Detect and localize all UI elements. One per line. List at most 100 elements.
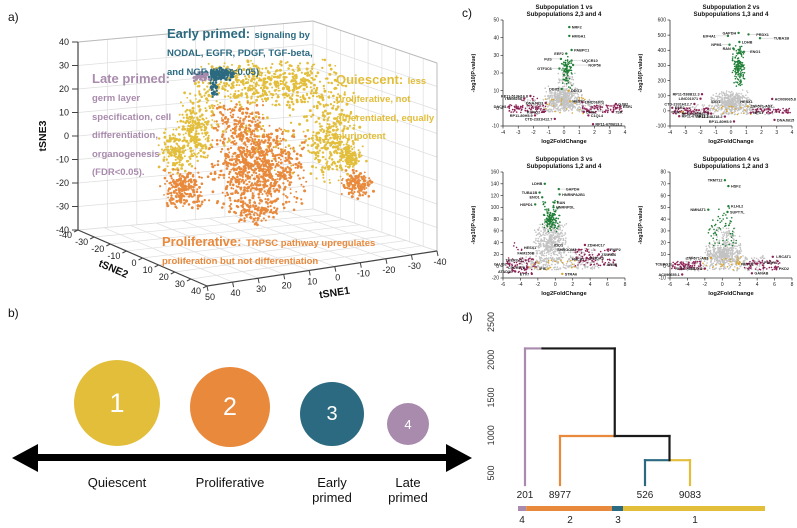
svg-text:-log10(P-value): -log10(P-value) (638, 53, 644, 92)
svg-text:0: 0 (663, 109, 666, 115)
svg-text:-2: -2 (698, 130, 703, 136)
svg-text:0: 0 (64, 131, 69, 141)
svg-text:PABPC1: PABPC1 (574, 48, 589, 52)
subpopulation-label-2: Proliferative (195, 475, 265, 490)
svg-text:10: 10 (59, 108, 69, 118)
svg-text:-30: -30 (408, 261, 421, 271)
svg-text:-log10(P-value): -log10(P-value) (471, 53, 477, 92)
svg-text:-40: -40 (433, 257, 446, 267)
svg-text:Subpopulations 1,3 and 4: Subpopulations 1,3 and 4 (694, 11, 770, 18)
subpopulation-label-1: Quiescent (87, 475, 147, 490)
svg-text:3: 3 (608, 130, 611, 136)
svg-text:10: 10 (493, 88, 499, 94)
svg-text:1: 1 (578, 130, 581, 136)
svg-text:-100: -100 (656, 124, 666, 130)
svg-text:CTD-2331H12.7: CTD-2331H12.7 (525, 117, 553, 121)
svg-text:GTF3C6: GTF3C6 (537, 67, 552, 71)
svg-text:KCNQ2: KCNQ2 (527, 110, 540, 114)
circle-number: 3 (326, 402, 338, 425)
timeline-arrow (36, 454, 448, 461)
svg-text:DKK1: DKK1 (586, 110, 596, 114)
svg-text:40: 40 (493, 35, 499, 41)
svg-text:200: 200 (658, 78, 667, 84)
svg-text:-4: -4 (501, 130, 506, 136)
svg-text:-30: -30 (56, 202, 69, 212)
svg-text:10: 10 (307, 276, 317, 286)
svg-text:EEF2: EEF2 (554, 52, 564, 56)
svg-text:100: 100 (658, 93, 667, 99)
svg-text:0: 0 (131, 258, 136, 268)
svg-text:DACH1: DACH1 (494, 105, 507, 109)
svg-text:0: 0 (563, 130, 566, 136)
svg-text:-40: -40 (59, 230, 72, 240)
svg-text:600: 600 (658, 18, 667, 24)
svg-text:-10: -10 (357, 269, 370, 279)
svg-text:-3: -3 (516, 130, 521, 136)
circle-number: 4 (404, 416, 412, 432)
svg-text:-20: -20 (91, 244, 104, 254)
svg-text:DDIT3: DDIT3 (571, 89, 582, 93)
svg-text:-40: -40 (56, 225, 69, 235)
svg-text:1: 1 (745, 130, 748, 136)
svg-text:500: 500 (658, 33, 667, 39)
svg-text:40: 40 (59, 37, 69, 47)
svg-text:2: 2 (760, 130, 763, 136)
subpopulation-circle-4: 4 (387, 403, 429, 445)
svg-text:ESR2: ESR2 (623, 105, 632, 109)
svg-text:40: 40 (191, 286, 201, 296)
svg-text:Subpopulation 2 vs: Subpopulation 2 vs (702, 4, 760, 11)
svg-text:log2FoldChange: log2FoldChange (541, 139, 587, 145)
svg-text:50: 50 (493, 18, 499, 24)
panel-c-label: c) (462, 6, 472, 20)
svg-text:log2FoldChange: log2FoldChange (708, 139, 754, 145)
svg-text:tSNE2: tSNE2 (97, 258, 130, 281)
tsne-3d-plot: 403020100-10-20-30-40-40-30-20-100102030… (37, 20, 447, 302)
svg-text:-2: -2 (531, 130, 536, 136)
svg-text:40: 40 (231, 288, 241, 298)
svg-text:tSNE3: tSNE3 (37, 120, 49, 151)
svg-text:20: 20 (159, 272, 169, 282)
svg-text:NOP56: NOP56 (588, 64, 600, 68)
svg-text:C1QL4: C1QL4 (591, 114, 604, 118)
svg-text:400: 400 (658, 48, 667, 54)
panel-c-volcanoes: Subpopulation 1 vs Subpopulations 2,3 and… (462, 2, 797, 310)
subpopulation-circle-2: 2 (190, 367, 270, 447)
svg-text:0: 0 (730, 130, 733, 136)
svg-text:4: 4 (624, 130, 627, 136)
svg-text:-20: -20 (56, 178, 69, 188)
svg-text:RP11-80H5.9: RP11-80H5.9 (510, 114, 533, 118)
arrow-right-head-icon (446, 443, 472, 472)
svg-text:50: 50 (205, 292, 215, 302)
svg-text:2: 2 (593, 130, 596, 136)
circle-number: 2 (223, 392, 237, 421)
panel-a-tsne-3d: 40 30 20 10 0 -10 -20 -30 -40 -40 -30 -20 -10 0 10 20 30… (0, 0, 460, 310)
svg-text:3: 3 (775, 130, 778, 136)
svg-text:-10: -10 (107, 251, 120, 261)
svg-text:RP11-670B13.2: RP11-670B13.2 (595, 123, 622, 127)
svg-text:RP11-513H16.8: RP11-513H16.8 (501, 94, 528, 98)
subpopulation-label-3: Early primed (312, 475, 352, 505)
svg-text:-3: -3 (683, 130, 688, 136)
arrow-left-head-icon (12, 443, 38, 472)
svg-text:0: 0 (496, 106, 499, 112)
panel-d-dendrogram: 500 1000 1500 2000 2500 201 8977 526 9083 4 2 3 1 (460, 310, 797, 528)
svg-text:-1: -1 (547, 130, 552, 136)
subpopulation-circle-3: 3 (300, 382, 364, 446)
subpopulation-label-4: Late primed (388, 475, 428, 505)
svg-text:-4: -4 (668, 130, 673, 136)
svg-text:Subpopulations 2,3 and 4: Subpopulations 2,3 and 4 (527, 11, 603, 18)
svg-text:HMGA1: HMGA1 (572, 34, 586, 38)
panel-b-label: b) (8, 306, 19, 320)
panel-b-subpopulation-diagram: 1 Quiescent 2 Proliferative 3 Early primed 4 La… (0, 300, 472, 528)
svg-text:7SK: 7SK (615, 110, 623, 114)
svg-text:4: 4 (791, 130, 794, 136)
svg-text:tSNE1: tSNE1 (318, 285, 351, 302)
svg-text:0: 0 (335, 273, 340, 283)
svg-text:300: 300 (658, 63, 667, 69)
svg-text:-10: -10 (56, 155, 69, 165)
svg-text:10: 10 (143, 265, 153, 275)
